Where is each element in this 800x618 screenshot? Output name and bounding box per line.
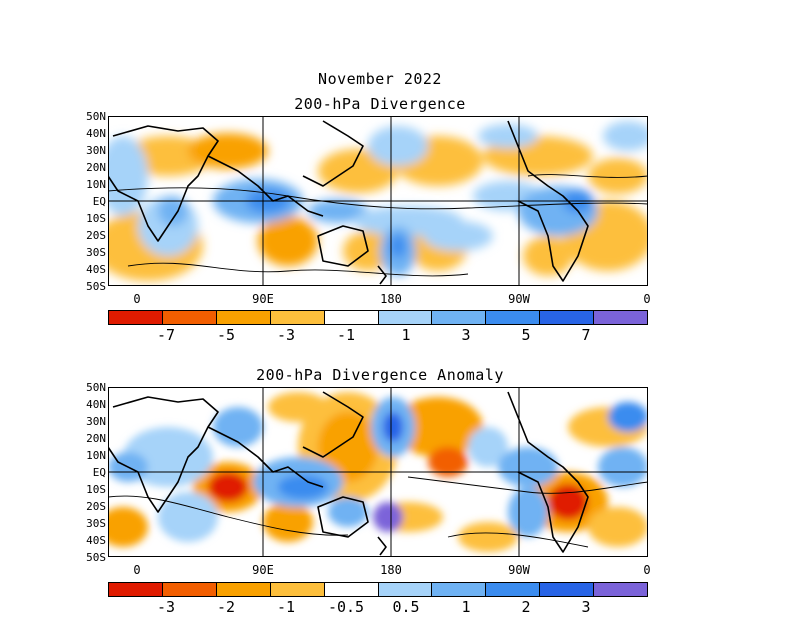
lat-label: 30S [86, 246, 106, 259]
colorbar-cell [378, 311, 433, 324]
lat-label: 30N [86, 415, 106, 428]
panel-2-subtitle: 200-hPa Divergence Anomaly [256, 366, 504, 384]
lat-label: 10N [86, 449, 106, 462]
colorbar-cell [432, 311, 487, 324]
lat-label: 50S [86, 280, 106, 293]
lat-label: 10S [86, 212, 106, 225]
colorbar-cell [432, 583, 487, 596]
panel-1-colorbar [108, 310, 648, 325]
colorbar-cell [162, 311, 217, 324]
colorbar-cell [324, 311, 379, 324]
colorbar-cell [540, 583, 595, 596]
colorbar-label: 5 [521, 326, 531, 344]
lon-label: 90W [508, 292, 530, 306]
colorbar-cell [162, 583, 217, 596]
colorbar-label: -7 [156, 326, 176, 344]
colorbar-label: -0.5 [327, 598, 365, 616]
colorbar-cell [270, 583, 325, 596]
colorbar-cell [594, 311, 648, 324]
lon-label: 0 [643, 292, 651, 306]
colorbar-label: 1 [401, 326, 411, 344]
panel-1-subtitle: 200-hPa Divergence [294, 95, 466, 113]
colorbar-cell [324, 583, 379, 596]
lat-label: 50N [86, 381, 106, 394]
lat-label: 30N [86, 144, 106, 157]
lat-label: 20N [86, 161, 106, 174]
colorbar-cell [216, 311, 271, 324]
colorbar-cell [109, 583, 163, 596]
colorbar-cell [594, 583, 648, 596]
panel-2-map [108, 387, 648, 557]
lat-label: 20N [86, 432, 106, 445]
colorbar-cell [216, 583, 271, 596]
lat-label: 50N [86, 110, 106, 123]
colorbar-label: 1 [461, 598, 471, 616]
lat-label: 40S [86, 534, 106, 547]
colorbar-cell [109, 311, 163, 324]
lat-label: 30S [86, 517, 106, 530]
colorbar-cell [540, 311, 595, 324]
colorbar-cell [378, 583, 433, 596]
lon-label: 90E [252, 292, 274, 306]
lat-label: 20S [86, 229, 106, 242]
colorbar-label: -1 [276, 598, 296, 616]
lon-label: 180 [380, 292, 402, 306]
colorbar-cell [270, 311, 325, 324]
lat-label: 50S [86, 551, 106, 564]
figure-title: November 2022 [318, 70, 442, 88]
colorbar-cell [486, 311, 541, 324]
lon-label: 90W [508, 563, 530, 577]
lat-label: 40N [86, 127, 106, 140]
lon-label: 0 [643, 563, 651, 577]
lat-label: 40S [86, 263, 106, 276]
colorbar-label: 0.5 [392, 598, 420, 616]
lat-label: 10N [86, 178, 106, 191]
panel-1-map [108, 116, 648, 286]
colorbar-label: -5 [216, 326, 236, 344]
colorbar-label: -3 [276, 326, 296, 344]
lat-label: 20S [86, 500, 106, 513]
lon-label: 90E [252, 563, 274, 577]
colorbar-label: -2 [216, 598, 236, 616]
colorbar-cell [486, 583, 541, 596]
colorbar-label: -1 [336, 326, 356, 344]
colorbar-label: 3 [581, 598, 591, 616]
lon-label: 0 [133, 563, 141, 577]
colorbar-label: 3 [461, 326, 471, 344]
colorbar-label: 7 [581, 326, 591, 344]
colorbar-label: 2 [521, 598, 531, 616]
lat-label: 40N [86, 398, 106, 411]
panel-2-colorbar [108, 582, 648, 597]
lat-label: EQ [92, 195, 106, 208]
lon-label: 180 [380, 563, 402, 577]
lat-label: EQ [92, 466, 106, 479]
lat-label: 10S [86, 483, 106, 496]
colorbar-label: -3 [156, 598, 176, 616]
lon-label: 0 [133, 292, 141, 306]
